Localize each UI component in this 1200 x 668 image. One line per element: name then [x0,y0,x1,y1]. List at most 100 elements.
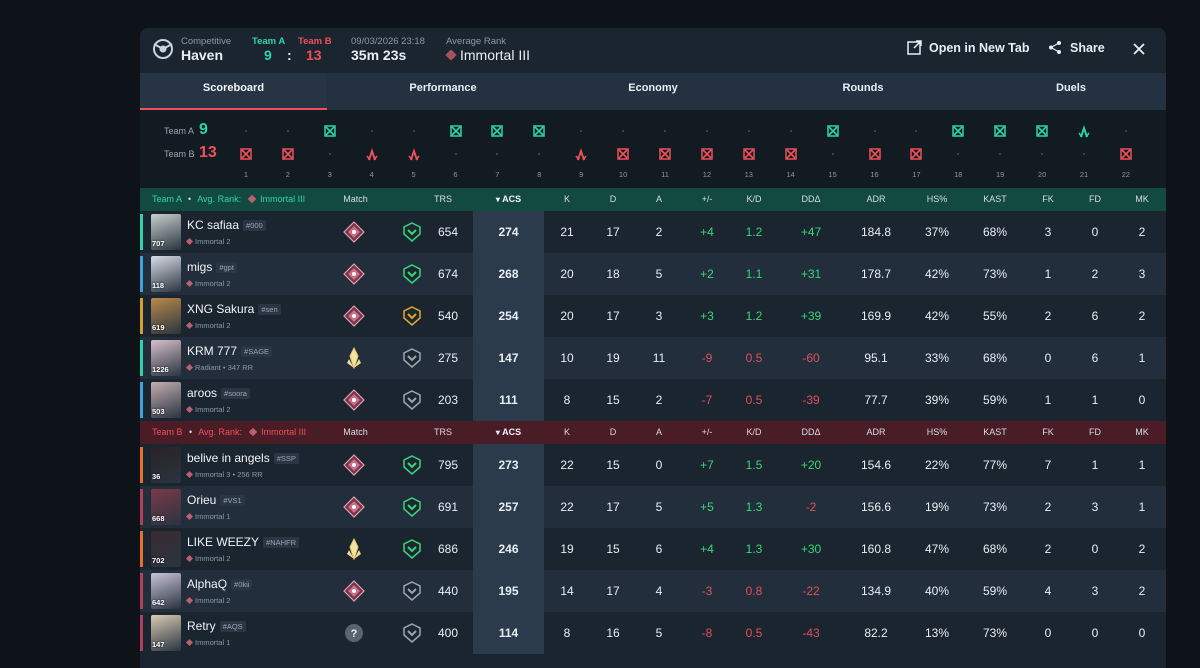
column-header-match-rank[interactable]: Match Rank [343,427,368,460]
spike-detonate-icon[interactable] [574,147,588,161]
player-color-stripe [140,531,143,567]
elimination-icon[interactable] [951,124,965,138]
column-header-match-rank[interactable]: Match Rank [343,194,368,227]
elimination-icon[interactable] [616,147,630,161]
elimination-icon[interactable] [658,147,672,161]
column-header--[interactable]: +/- [701,194,713,204]
spike-detonate-icon[interactable] [365,147,379,161]
elimination-icon[interactable] [909,147,923,161]
elimination-icon[interactable] [784,147,798,161]
player-name[interactable]: aroos #soora [187,386,250,400]
elimination-icon[interactable] [449,124,463,138]
column-header-fk[interactable]: FK [1042,427,1054,437]
column-header-trs[interactable]: TRS [434,427,452,437]
share-button[interactable]: Share [1048,40,1105,55]
acs-highlight-cell [473,337,544,379]
column-header-adr[interactable]: ADR [866,194,886,204]
player-row[interactable]: 1226 KRM 777 #SAGE Radiant • 347 RR 275 147 10… [140,337,1166,379]
player-row[interactable]: 702 LIKE WEEZY #NAHFR Immortal 2 686 246 19 15 6… [140,528,1166,570]
player-row[interactable]: 707 KC safiaa #000 Immortal 2 654 274 21 17 2 +4 1… [140,211,1166,253]
player-name[interactable]: belive in angels #SSP [187,451,299,465]
column-header-d[interactable]: D [609,194,617,204]
tab-scoreboard[interactable]: Scoreboard [140,73,327,110]
player-name-text: aroos [187,386,218,400]
stat-fd: 2 [1091,267,1099,281]
timeline-team-a-label: Team A [164,126,195,136]
spike-detonate-icon[interactable] [407,147,421,161]
player-row[interactable]: 147 Retry #AQS Immortal 1? 400 114 8 16 5 -8 0.5 -4… [140,612,1166,654]
elimination-icon[interactable] [532,124,546,138]
tab-economy[interactable]: Economy [628,82,678,94]
column-header-dd-[interactable]: DDΔ [801,194,821,204]
player-row[interactable]: 668 Orieu #VS1 Immortal 1 691 257 22 17 5 +5 1.3 -2… [140,486,1166,528]
stat-hs: 33% [924,351,950,365]
column-header-fd[interactable]: FD [1089,194,1101,204]
player-row[interactable]: 118 migs #gpt Immortal 2 674 268 20 18 5 +2 1.1 +31… [140,253,1166,295]
column-header-fd[interactable]: FD [1089,427,1101,437]
column-header-hs-[interactable]: HS% [926,194,948,204]
player-rank: Immortal 2 [185,554,230,563]
player-name[interactable]: AlphaQ #0kii [187,577,253,591]
round-lost-dot [454,153,457,155]
player-name[interactable]: migs #gpt [187,260,237,274]
elimination-icon[interactable] [700,147,714,161]
column-header-k-d[interactable]: K/D [746,194,762,204]
column-header-dd-[interactable]: DDΔ [801,427,821,437]
column-header-k[interactable]: K [563,194,570,204]
elimination-icon[interactable] [868,147,882,161]
stat-a: 0 [655,458,663,472]
column-header-adr[interactable]: ADR [866,427,886,437]
player-name[interactable]: XNG Sakura #sen [187,302,281,316]
player-row[interactable]: 503 aroos #soora Immortal 2 203 111 8 15 2 -7 0.5 -… [140,379,1166,421]
player-name[interactable]: KC safiaa #000 [187,218,266,232]
rank-icon [185,237,194,246]
column-header-kast[interactable]: KAST [983,427,1007,437]
player-row[interactable]: 619 XNG Sakura #sen Immortal 2 540 254 20 17 3 +3… [140,295,1166,337]
elimination-icon[interactable] [742,147,756,161]
elimination-icon[interactable] [993,124,1007,138]
column-header-acs[interactable]: ▾ ACS [473,188,544,211]
elimination-icon[interactable] [826,124,840,138]
column-header-fk[interactable]: FK [1042,194,1054,204]
stat-acs: 114 [498,626,519,640]
column-header-k[interactable]: K [563,427,570,437]
player-name[interactable]: LIKE WEEZY #NAHFR [187,535,300,549]
player-name[interactable]: Orieu #VS1 [187,493,245,507]
column-header-d[interactable]: D [609,427,617,437]
spike-detonate-icon[interactable] [1077,124,1091,138]
trs-tier-green-icon [403,222,421,242]
column-header-a[interactable]: A [655,427,662,437]
player-name[interactable]: Retry #AQS [187,619,246,633]
open-new-tab-button[interactable]: Open in New Tab [907,40,1029,55]
stat-trs: 400 [437,626,459,640]
column-header-acs[interactable]: ▾ ACS [473,421,544,444]
column-header-mk[interactable]: MK [1135,427,1149,437]
column-header-kast[interactable]: KAST [983,194,1007,204]
elimination-icon[interactable] [1119,147,1133,161]
round-lost-dot [789,130,792,132]
player-tag: #0kii [231,579,253,591]
column-header-trs[interactable]: TRS [434,194,452,204]
round-lost-dot [622,130,625,132]
column-header-a[interactable]: A [655,194,662,204]
column-header--[interactable]: +/- [701,427,713,437]
tab-rounds[interactable]: Rounds [842,82,884,94]
immortal-rank-icon [343,221,365,243]
elimination-icon[interactable] [323,124,337,138]
player-row[interactable]: 642 AlphaQ #0kii Immortal 2 440 195 14 17 4 -3 0.8… [140,570,1166,612]
elimination-icon[interactable] [239,147,253,161]
tab-duels[interactable]: Duels [1056,82,1086,94]
elimination-icon[interactable] [1035,124,1049,138]
stat-dd: +31 [800,267,822,281]
tab-performance[interactable]: Performance [409,82,477,94]
stat-kast: 68% [982,542,1008,556]
column-header-mk[interactable]: MK [1135,194,1149,204]
elimination-icon[interactable] [281,147,295,161]
round-number: 15 [828,170,837,179]
player-name[interactable]: KRM 777 #SAGE [187,344,273,358]
close-icon[interactable] [1133,43,1145,55]
column-header-k-d[interactable]: K/D [746,427,762,437]
column-header-hs-[interactable]: HS% [926,427,948,437]
elimination-icon[interactable] [490,124,504,138]
player-row[interactable]: 36 belive in angels #SSP Immortal 3 • 256 R… [140,444,1166,486]
